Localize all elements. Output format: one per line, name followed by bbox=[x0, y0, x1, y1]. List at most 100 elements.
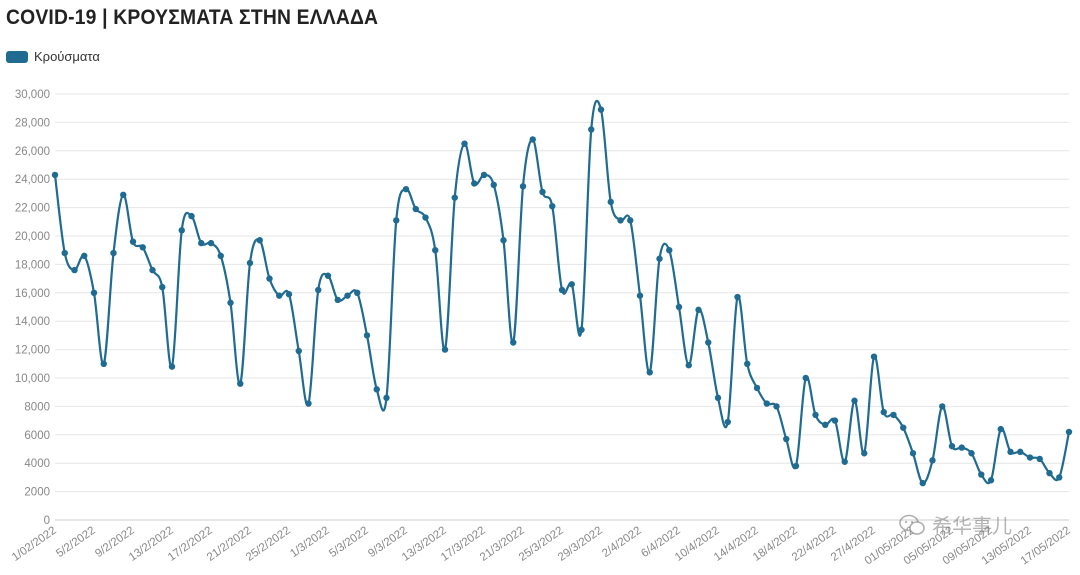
data-point bbox=[900, 424, 907, 431]
data-point bbox=[393, 217, 400, 224]
data-point bbox=[266, 275, 273, 282]
data-point bbox=[90, 289, 98, 296]
data-point bbox=[987, 477, 995, 484]
data-point bbox=[519, 183, 527, 190]
data-point bbox=[831, 417, 839, 424]
data-point bbox=[422, 214, 429, 221]
data-point bbox=[237, 380, 244, 387]
data-point bbox=[1065, 428, 1073, 436]
data-point bbox=[324, 272, 332, 279]
data-point bbox=[227, 299, 234, 306]
legend-label: Κρούσματα bbox=[34, 49, 100, 64]
data-point bbox=[656, 255, 663, 262]
data-point bbox=[100, 360, 107, 367]
data-point bbox=[334, 296, 341, 304]
y-tick-label: 0 bbox=[44, 515, 50, 527]
data-point bbox=[1026, 454, 1034, 461]
data-point bbox=[968, 450, 975, 457]
data-point bbox=[51, 171, 59, 179]
data-point bbox=[558, 286, 566, 294]
data-point bbox=[110, 249, 117, 257]
wechat-icon bbox=[899, 514, 925, 535]
y-tick-label: 20,000 bbox=[15, 231, 50, 243]
chart-title: COVID-19 | ΚΡΟΥΣΜΑΤΑ ΣΤΗΝ ΕΛΛΑΔΑ bbox=[6, 6, 379, 29]
data-point bbox=[461, 140, 468, 147]
data-point bbox=[1017, 448, 1024, 456]
x-tick-label: 29/3/2022 bbox=[556, 525, 605, 564]
data-point bbox=[61, 249, 68, 257]
data-point bbox=[636, 292, 644, 299]
data-point bbox=[315, 286, 322, 294]
series-line bbox=[53, 99, 1071, 485]
data-point bbox=[997, 425, 1004, 433]
data-point bbox=[578, 326, 585, 333]
data-point bbox=[851, 397, 858, 404]
data-point bbox=[939, 403, 946, 410]
y-tick-label: 6000 bbox=[24, 430, 50, 442]
data-point bbox=[1007, 448, 1014, 456]
data-point bbox=[812, 411, 819, 419]
data-point bbox=[510, 339, 517, 346]
data-point bbox=[568, 281, 575, 288]
y-tick-label: 14,000 bbox=[15, 316, 50, 328]
data-point bbox=[1056, 474, 1063, 481]
data-point bbox=[198, 239, 205, 247]
legend-swatch bbox=[6, 50, 28, 63]
data-point bbox=[129, 238, 137, 245]
x-tick-label: 25/2/2022 bbox=[244, 525, 293, 564]
data-point bbox=[354, 289, 361, 296]
data-point bbox=[305, 400, 312, 407]
data-point bbox=[1046, 469, 1053, 477]
data-point bbox=[802, 374, 809, 382]
data-point bbox=[441, 346, 449, 353]
y-tick-label: 24,000 bbox=[15, 174, 50, 186]
data-point bbox=[412, 205, 419, 213]
data-point bbox=[500, 237, 507, 244]
data-point bbox=[188, 212, 195, 220]
data-point bbox=[178, 227, 185, 234]
data-point bbox=[714, 394, 722, 402]
data-point bbox=[695, 306, 702, 314]
data-point bbox=[71, 266, 78, 274]
data-point bbox=[773, 403, 780, 410]
legend[interactable]: Κρούσματα bbox=[6, 49, 100, 64]
data-point bbox=[149, 266, 156, 274]
y-tick-label: 2000 bbox=[24, 487, 50, 499]
data-point bbox=[402, 185, 410, 193]
data-point bbox=[607, 198, 614, 206]
data-point bbox=[81, 252, 88, 260]
x-tick-label: 1/02/2022 bbox=[10, 525, 59, 564]
data-point bbox=[870, 353, 878, 360]
y-tick-label: 16,000 bbox=[15, 288, 50, 300]
y-tick-label: 28,000 bbox=[15, 117, 50, 129]
y-tick-label: 10,000 bbox=[15, 373, 50, 385]
data-point bbox=[890, 411, 897, 419]
y-tick-label: 22,000 bbox=[15, 203, 50, 215]
data-point bbox=[958, 444, 965, 451]
data-point bbox=[120, 191, 127, 199]
y-tick-label: 26,000 bbox=[15, 146, 50, 158]
data-point bbox=[159, 283, 166, 291]
data-point bbox=[1036, 455, 1043, 463]
data-point bbox=[685, 362, 692, 369]
data-point bbox=[948, 442, 956, 450]
data-point bbox=[822, 421, 829, 429]
data-point bbox=[841, 458, 848, 465]
data-point bbox=[919, 479, 926, 487]
data-point bbox=[276, 292, 283, 299]
y-tick-label: 4000 bbox=[24, 458, 50, 470]
data-point bbox=[207, 239, 215, 247]
data-point bbox=[909, 450, 917, 457]
data-point bbox=[666, 247, 673, 254]
data-point bbox=[588, 126, 595, 133]
data-point bbox=[432, 247, 439, 254]
data-point bbox=[597, 106, 605, 113]
data-point bbox=[792, 462, 800, 470]
data-point bbox=[539, 188, 546, 196]
data-point bbox=[705, 339, 712, 346]
data-point bbox=[139, 244, 146, 251]
data-point bbox=[285, 291, 293, 298]
data-point bbox=[763, 400, 770, 407]
data-point bbox=[753, 384, 761, 392]
